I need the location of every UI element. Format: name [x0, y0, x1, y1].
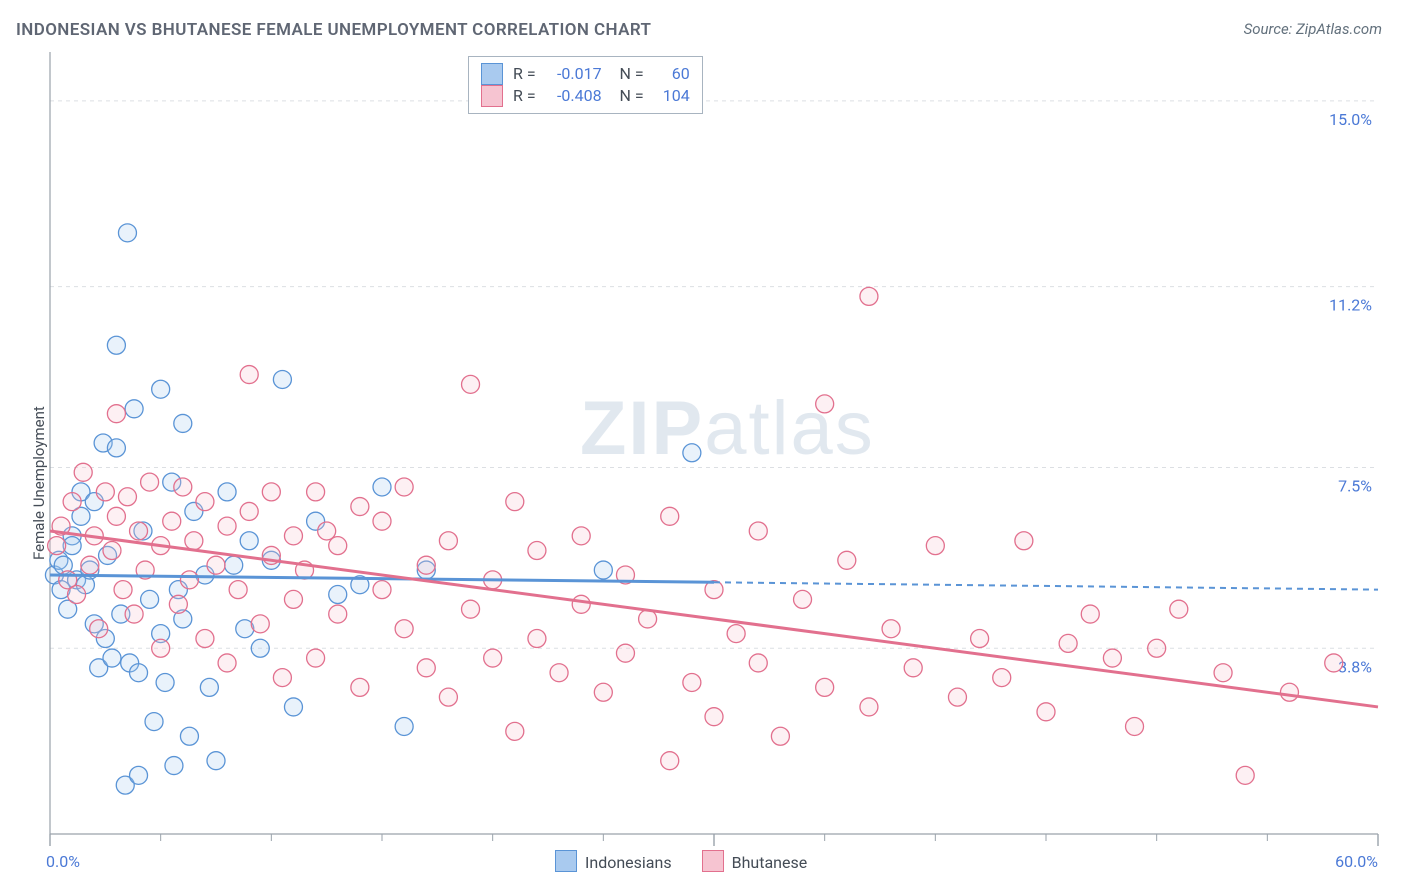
svg-text:7.5%: 7.5% [1338, 476, 1372, 495]
legend-r-label: R = [513, 85, 536, 107]
watermark-rest: atlas [704, 386, 875, 471]
legend-r-value: -0.017 [546, 63, 602, 85]
legend-item: Bhutanese [702, 850, 808, 872]
series-legend: Indonesians Bhutanese [555, 850, 807, 872]
legend-item: Indonesians [555, 850, 672, 872]
x-axis-max-label: 60.0% [1335, 852, 1378, 871]
correlation-legend: R = -0.017 N = 60 R = -0.408 N = 104 [468, 56, 703, 114]
legend-row: R = -0.408 N = 104 [481, 85, 690, 107]
legend-series-name: Indonesians [585, 853, 672, 872]
legend-series-name: Bhutanese [732, 853, 808, 872]
legend-swatch-icon [555, 850, 577, 872]
watermark-text: ZIPatlas [580, 385, 875, 472]
svg-text:11.2%: 11.2% [1329, 296, 1372, 315]
legend-n-label: N = [612, 63, 644, 85]
legend-swatch-icon [481, 63, 503, 85]
legend-r-label: R = [513, 63, 536, 85]
legend-row: R = -0.017 N = 60 [481, 63, 690, 85]
chart-container: INDONESIAN VS BHUTANESE FEMALE UNEMPLOYM… [0, 0, 1406, 892]
svg-text:3.8%: 3.8% [1338, 657, 1372, 676]
legend-n-label: N = [612, 85, 644, 107]
x-axis-min-label: 0.0% [46, 852, 80, 871]
legend-r-value: -0.408 [546, 85, 602, 107]
watermark-bold: ZIP [580, 386, 704, 471]
legend-n-value: 60 [654, 63, 690, 85]
legend-swatch-icon [481, 85, 503, 107]
svg-text:15.0%: 15.0% [1329, 110, 1372, 129]
legend-n-value: 104 [654, 85, 690, 107]
legend-swatch-icon [702, 850, 724, 872]
